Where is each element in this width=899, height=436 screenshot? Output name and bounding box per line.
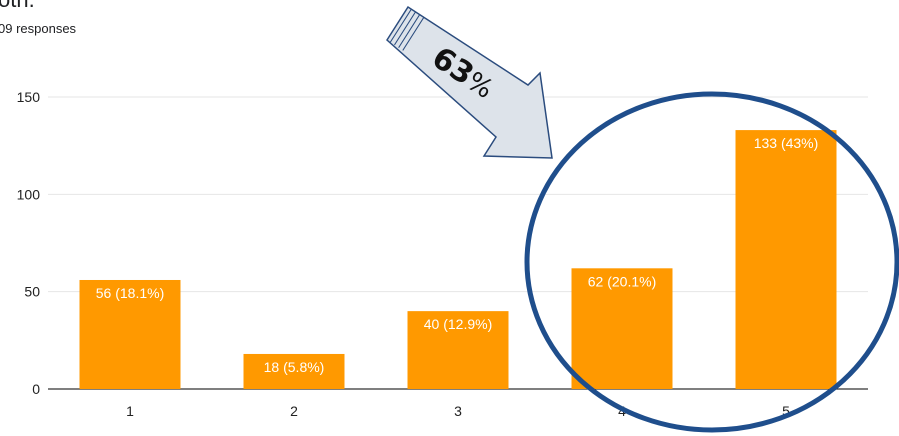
question-title-fragment: oth.: [0, 0, 35, 14]
y-tick-label: 150: [17, 89, 41, 105]
bar-data-label: 133 (43%): [754, 135, 819, 151]
arrow-shape: [386, 5, 553, 159]
hatch-line: [394, 11, 416, 46]
bar-5: [735, 130, 837, 390]
response-count: 09 responses: [0, 21, 77, 36]
hatch-line: [398, 14, 421, 48]
bars: 56 (18.1%) 18 (5.8%) 40 (12.9%) 62 (20.1%) 1…: [79, 130, 837, 390]
arrow-hatching: [389, 8, 425, 51]
bar-2: [243, 353, 345, 389]
bar-1: [79, 279, 181, 389]
arrow-annotation: 63%: [386, 5, 553, 159]
x-tick-label: 5: [782, 403, 790, 419]
y-tick-label: 0: [32, 381, 40, 397]
highlight-circle: [524, 91, 899, 433]
bar-data-label: 62 (20.1%): [588, 273, 656, 289]
hatch-line: [402, 17, 425, 51]
hatch-line: [389, 8, 412, 43]
x-tick-label: 3: [454, 403, 462, 419]
y-tick-label: 50: [24, 284, 40, 300]
y-tick-label: 100: [17, 186, 41, 202]
bar-3: [407, 311, 509, 389]
x-tick-label: 1: [126, 403, 134, 419]
bar-data-label: 56 (18.1%): [96, 285, 164, 301]
annotation-layer: 63%: [386, 5, 899, 433]
bar-data-label: 18 (5.8%): [264, 359, 325, 375]
x-tick-label: 2: [290, 403, 298, 419]
y-axis-ticks: 0 50 100 150: [17, 89, 41, 397]
bar-4: [571, 268, 673, 389]
bar-data-label: 40 (12.9%): [424, 316, 492, 332]
